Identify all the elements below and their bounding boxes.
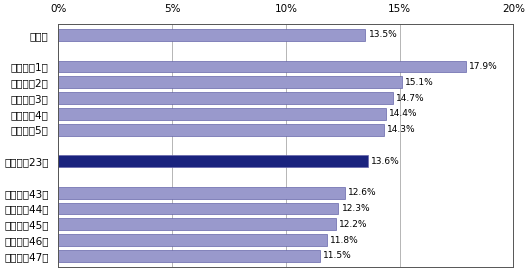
Text: 15.1%: 15.1% — [405, 78, 434, 87]
Bar — [58, 234, 327, 246]
Bar — [58, 202, 338, 214]
Bar — [58, 218, 336, 230]
Text: 13.6%: 13.6% — [371, 157, 400, 166]
Text: 12.6%: 12.6% — [349, 188, 377, 197]
Text: 13.5%: 13.5% — [369, 30, 398, 40]
Bar — [58, 155, 368, 167]
Text: 12.2%: 12.2% — [339, 220, 368, 229]
Bar — [58, 76, 402, 88]
Bar — [58, 108, 386, 120]
Text: 14.4%: 14.4% — [389, 109, 418, 118]
Text: 11.5%: 11.5% — [323, 251, 352, 260]
Text: 17.9%: 17.9% — [469, 62, 498, 71]
Text: 12.3%: 12.3% — [342, 204, 370, 213]
Bar — [58, 92, 393, 104]
Bar — [58, 29, 366, 41]
Bar — [58, 60, 466, 72]
Text: 14.7%: 14.7% — [396, 93, 425, 102]
Bar — [58, 187, 345, 199]
Text: 11.8%: 11.8% — [330, 235, 359, 244]
Bar — [58, 250, 320, 262]
Text: 14.3%: 14.3% — [387, 125, 416, 134]
Bar — [58, 124, 384, 136]
